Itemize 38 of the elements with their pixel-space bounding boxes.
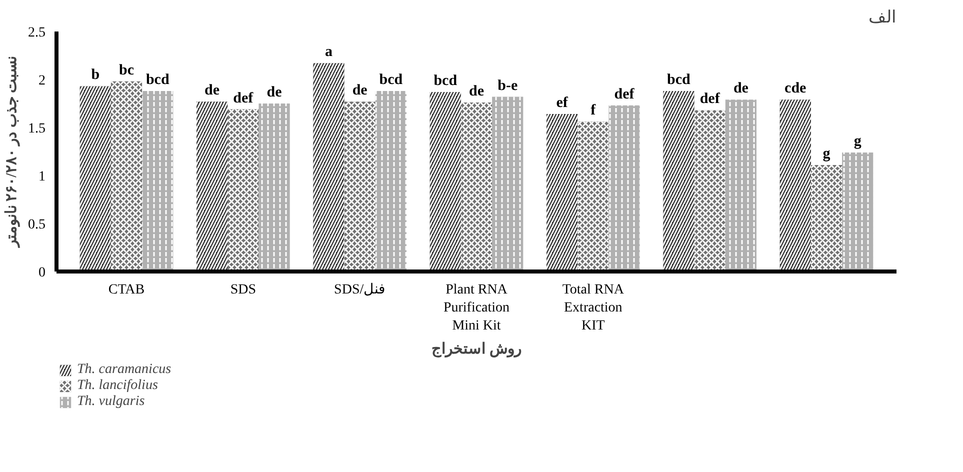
data-label: ef — [556, 95, 569, 112]
data-label: bc — [119, 62, 134, 78]
data-label: bcd — [379, 72, 404, 88]
x-tick-label: Plant RNA Purification Mini Kit — [443, 282, 510, 334]
data-label: de — [204, 82, 220, 99]
y-tick-label: 0.5 — [28, 218, 46, 232]
y-tick-label: 1 — [38, 170, 46, 184]
data-label: de — [266, 84, 282, 100]
data-label: bcd — [146, 72, 170, 88]
data-label: g — [822, 146, 831, 162]
data-label: def — [700, 91, 721, 108]
legend-label: Th. vulgaris — [77, 394, 145, 410]
text: الف — [868, 8, 896, 26]
legend-label: Th. lancifolius — [77, 378, 158, 394]
y-tick-label: 1.5 — [28, 122, 46, 136]
data-label: cde — [784, 80, 807, 97]
y-tick-label: 2 — [38, 74, 46, 88]
data-label: de — [733, 80, 749, 97]
data-label: def — [614, 86, 636, 102]
data-label: a — [324, 44, 333, 60]
x-tick-label: CTAB — [108, 282, 145, 298]
x-tick-label: Total RNA Extraction KIT — [562, 282, 625, 334]
data-label: def — [233, 90, 254, 106]
data-label: b-e — [498, 78, 518, 94]
legend-label: Th. caramanicus — [77, 362, 172, 378]
y-tick-label: 0 — [38, 266, 46, 280]
y-tick-label: 2.5 — [28, 26, 46, 40]
x-tick-label: SDS — [230, 282, 256, 298]
data-label: de — [469, 84, 484, 100]
y-axis-title: نسبت جذب در ۲۶۰/۲۸۰ نانومتر — [4, 56, 20, 248]
data-label: g — [854, 133, 862, 150]
data-label: bcd — [667, 72, 692, 88]
data-label: bcd — [434, 72, 458, 89]
data-label: de — [352, 82, 368, 99]
x-axis-title: روش استخراج — [432, 342, 522, 358]
data-label: b — [91, 67, 100, 84]
data-label: f — [590, 102, 597, 119]
x-tick-label: SDS/فنل — [334, 282, 386, 298]
